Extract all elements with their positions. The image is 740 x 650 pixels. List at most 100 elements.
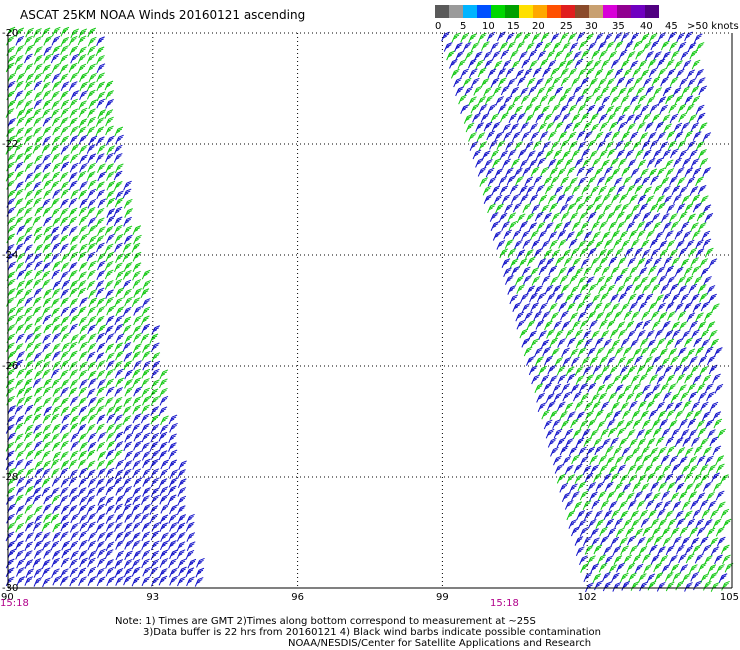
- wind-barb: [150, 576, 160, 587]
- wind-barb: [87, 540, 97, 551]
- wind-barb: [141, 404, 150, 415]
- wind-barb: [706, 391, 715, 402]
- wind-barb: [541, 275, 551, 286]
- wind-barb: [177, 576, 186, 587]
- wind-barb: [602, 374, 612, 384]
- wind-barb: [656, 508, 666, 519]
- wind-barb: [585, 582, 594, 593]
- wind-barb: [587, 555, 596, 566]
- wind-barb: [491, 121, 501, 132]
- wind-barb: [24, 269, 33, 280]
- wind-barb: [604, 555, 614, 566]
- wind-barb: [113, 405, 123, 416]
- wind-barb: [69, 98, 78, 109]
- wind-barb: [24, 53, 33, 64]
- wind-barb: [69, 495, 79, 505]
- wind-barb: [684, 545, 694, 556]
- wind-barb: [24, 278, 34, 289]
- wind-barb: [514, 168, 523, 178]
- wind-barb: [124, 432, 134, 443]
- wind-barb: [631, 447, 641, 457]
- wind-barb: [570, 526, 580, 537]
- wind-barb: [690, 222, 699, 233]
- wind-barb: [487, 203, 496, 214]
- wind-barb: [7, 54, 16, 65]
- wind-barb: [60, 135, 69, 146]
- wind-barb: [652, 427, 662, 438]
- wind-barb: [96, 98, 106, 109]
- wind-barb: [122, 270, 132, 280]
- wind-barb: [692, 375, 702, 385]
- wind-barb: [666, 374, 675, 385]
- wind-barb: [123, 198, 133, 209]
- wind-barb: [97, 496, 107, 506]
- wind-barb: [682, 500, 691, 511]
- wind-barb: [625, 114, 635, 124]
- wind-barb: [548, 231, 558, 241]
- wind-barb: [558, 239, 567, 249]
- wind-barb: [41, 486, 51, 497]
- wind-barb: [615, 140, 624, 150]
- wind-barb: [625, 320, 635, 331]
- wind-barb: [487, 103, 497, 114]
- wind-barb: [60, 440, 69, 451]
- wind-barb: [78, 405, 88, 416]
- wind-barb: [498, 212, 508, 223]
- wind-barb: [548, 375, 558, 385]
- wind-barb: [114, 242, 123, 253]
- wind-barb: [468, 68, 478, 79]
- wind-barb: [79, 521, 89, 532]
- wind-barb: [616, 221, 626, 231]
- wind-barb: [684, 95, 694, 106]
- wind-barb: [681, 86, 691, 96]
- wind-barb: [14, 404, 24, 415]
- wind-barb: [554, 121, 564, 132]
- wind-barb: [637, 194, 647, 205]
- wind-barb: [490, 77, 500, 88]
- wind-barb: [123, 486, 133, 496]
- wind-barb: [679, 526, 689, 537]
- wind-barb: [133, 315, 142, 326]
- wind-barb: [533, 140, 542, 151]
- wind-barb: [142, 343, 151, 353]
- wind-barb: [633, 176, 643, 187]
- wind-barb: [59, 531, 69, 542]
- wind-barb: [597, 554, 606, 565]
- wind-barb: [32, 306, 42, 316]
- wind-barb: [178, 566, 187, 577]
- wind-barb: [475, 122, 484, 132]
- wind-barb: [695, 312, 704, 323]
- wind-barb: [642, 284, 651, 294]
- wind-barb: [490, 42, 499, 52]
- wind-barb: [42, 207, 52, 217]
- wind-barb: [643, 186, 652, 197]
- wind-barb: [530, 166, 540, 177]
- wind-barb: [524, 141, 534, 152]
- wind-barb: [653, 535, 663, 546]
- wind-barb: [87, 576, 97, 586]
- wind-barb: [77, 459, 87, 469]
- wind-barb: [133, 234, 142, 245]
- wind-barb: [679, 77, 688, 88]
- wind-barb: [14, 513, 24, 524]
- wind-barb: [51, 26, 61, 37]
- wind-barb: [86, 351, 96, 362]
- wind-barb: [561, 347, 570, 358]
- wind-barb: [506, 103, 516, 114]
- wind-barb: [168, 459, 178, 470]
- wind-barb: [638, 546, 648, 556]
- wind-barb: [6, 288, 16, 298]
- wind-barb: [571, 356, 580, 367]
- wind-barb: [42, 460, 51, 471]
- wind-barb: [627, 257, 637, 267]
- wind-barb: [675, 410, 684, 420]
- wind-barb: [7, 224, 16, 235]
- wind-barb: [696, 526, 706, 537]
- wind-barb: [70, 189, 80, 200]
- legend-label-45: 45: [665, 21, 678, 32]
- wind-barb: [665, 545, 675, 556]
- wind-barb: [497, 31, 506, 42]
- wind-barb: [559, 411, 568, 421]
- wind-barb: [60, 306, 70, 317]
- wind-barb: [97, 198, 107, 209]
